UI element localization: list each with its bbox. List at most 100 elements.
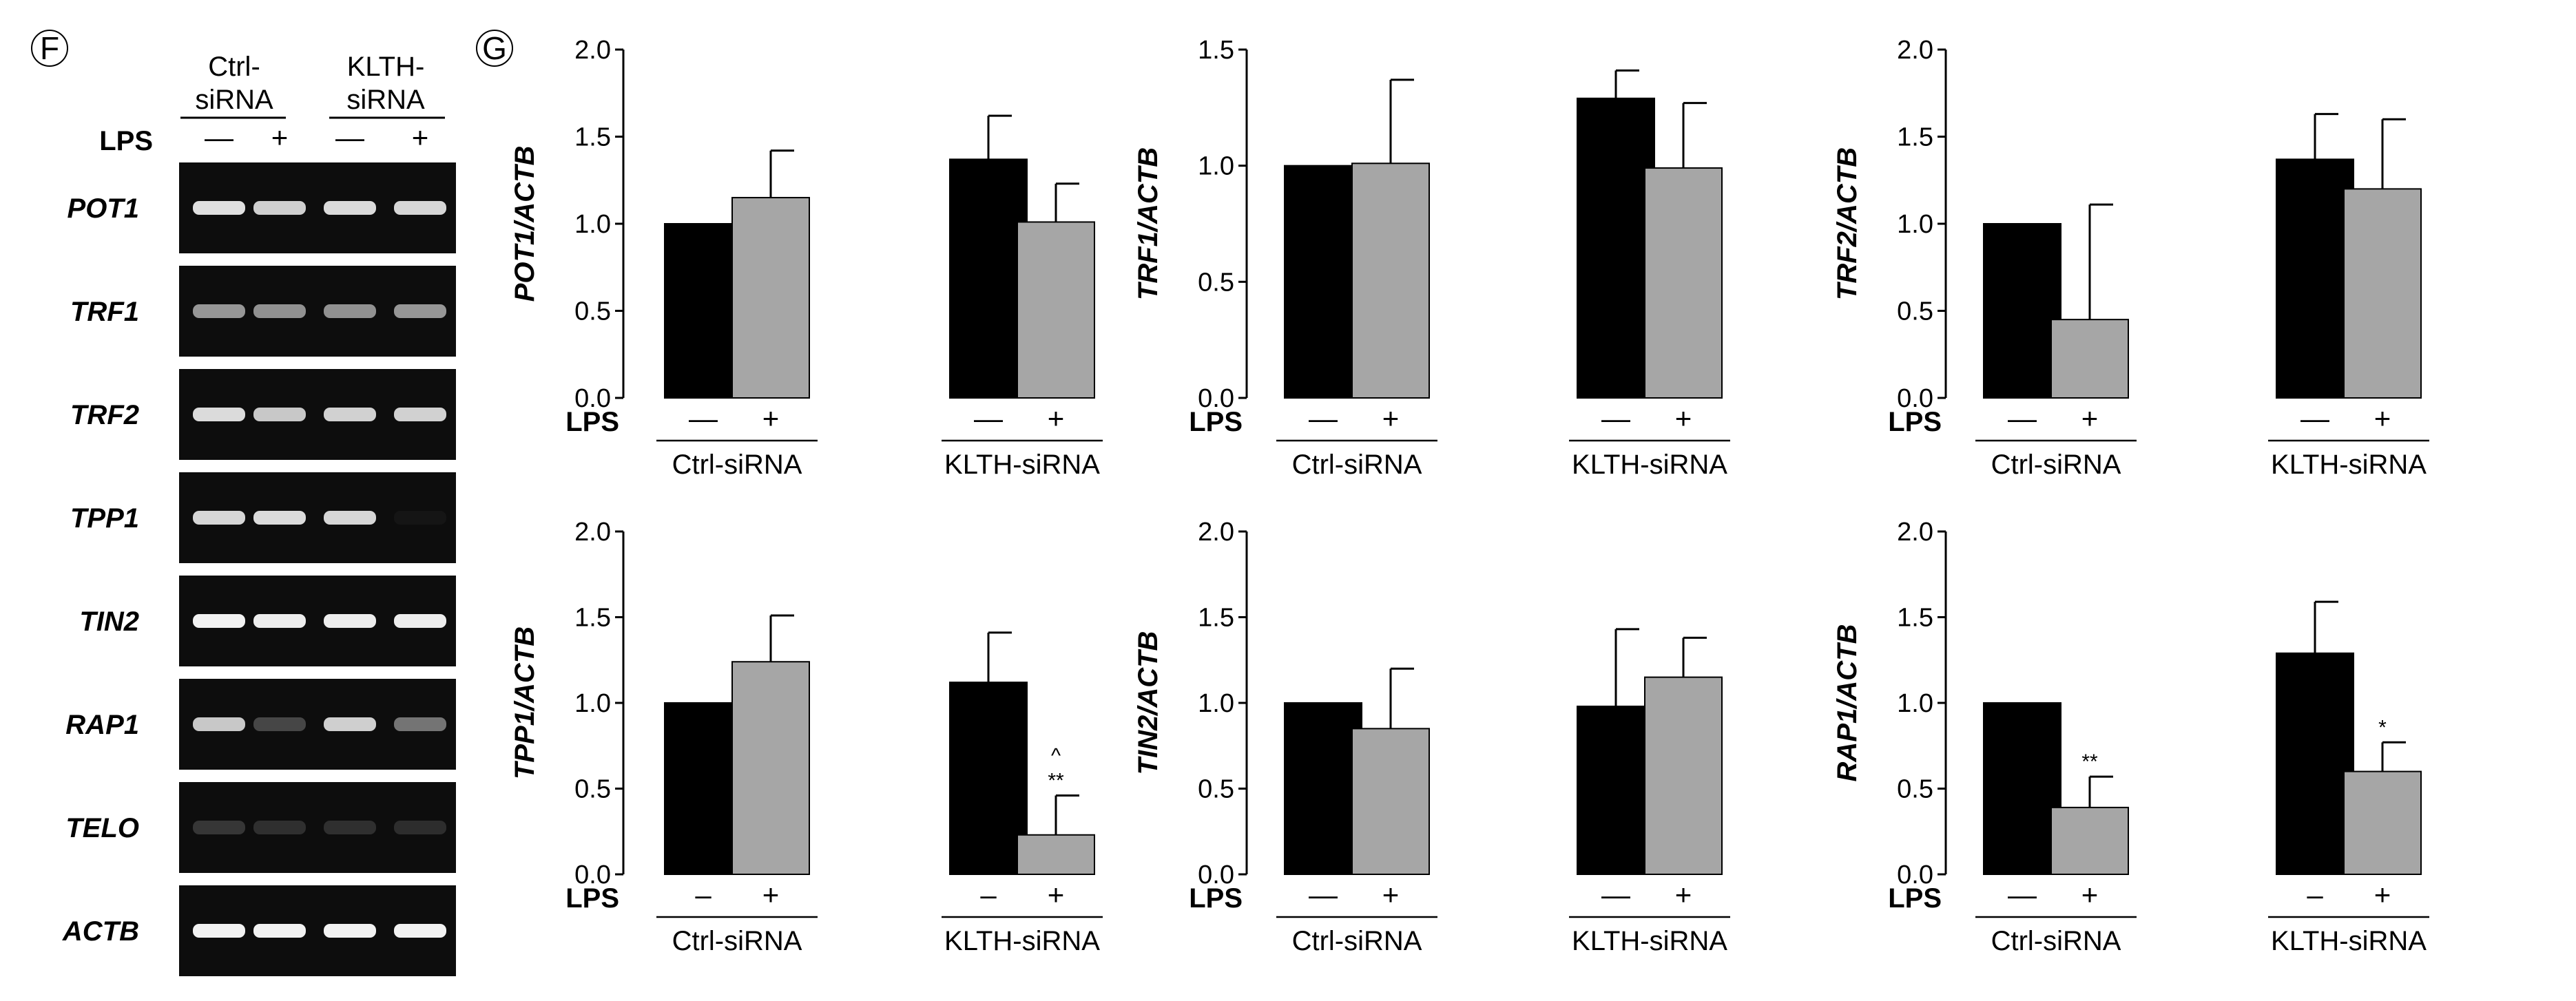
gel-band (394, 408, 446, 421)
lps-label: LPS (1888, 883, 1942, 914)
gel-band (193, 408, 245, 421)
bar (1017, 221, 1095, 399)
bar (731, 661, 810, 875)
bar-chart-panel: G 0.0 0.5 1.0 1.5 2.0 POT1/ACTB — + — + LPS Ctrl-siR… (476, 30, 2429, 956)
bar (1983, 702, 2061, 875)
category-label: KLTH-siRNA (1572, 926, 1727, 956)
category-label: Ctrl-siRNA (1292, 450, 1422, 480)
gel-gene-label: TIN2 (79, 607, 139, 637)
y-tick-label: 0.5 (1198, 775, 1234, 804)
lps-sign: — (1601, 878, 1630, 911)
gel-gene-label: TRF1 (70, 297, 139, 327)
lps-sign: + (1675, 878, 1692, 911)
y-tick-label: 0.5 (1897, 297, 1933, 326)
y-tick-label: 1.0 (574, 689, 611, 718)
category-label: KLTH-siRNA (944, 926, 1100, 956)
y-tick-label: 1.5 (1198, 604, 1234, 633)
bar (1284, 702, 1362, 875)
y-axis-label: TPP1/ACTB (510, 626, 540, 779)
y-tick-label: 2.0 (1897, 518, 1933, 547)
lps-sign: + (1382, 402, 1400, 434)
lps-sign: — (1309, 402, 1338, 434)
gel-band (253, 717, 306, 731)
y-tick-label: 1.0 (1897, 689, 1933, 718)
gel-band (253, 821, 306, 834)
lps-sign: – (2307, 878, 2323, 911)
gel-band (253, 304, 306, 318)
gel-gene-label: TRF2 (70, 400, 139, 430)
bar (1351, 162, 1430, 399)
significance-mark: ^ (1051, 744, 1061, 767)
gel-band (394, 201, 446, 215)
panel-letter-g: G (482, 30, 507, 66)
category-label: KLTH-siRNA (944, 450, 1100, 480)
bar (1577, 705, 1655, 875)
gel-band (324, 821, 376, 834)
lps-sign: – (980, 878, 997, 911)
y-tick-label: 0.0 (1198, 861, 1234, 889)
gel-band (394, 924, 446, 938)
y-axis-label: TRF2/ACTB (1832, 147, 1862, 300)
gel-header-klth-line1: KLTH- (347, 52, 425, 82)
lps-sign: + (2374, 402, 2391, 434)
lps-sign: — (1309, 878, 1338, 911)
y-tick-label: 0.0 (1198, 384, 1234, 413)
bar-chart: 0.0 0.5 1.0 1.5 2.0 TRF2/ACTB — + — + LPS Ctrl-siRN… (1832, 36, 2429, 480)
lps-sign: – (695, 878, 711, 911)
lps-label: LPS (565, 407, 619, 437)
gel-band (193, 614, 245, 628)
lps-sign: + (1048, 402, 1065, 434)
bar (1017, 834, 1095, 875)
lps-sign: + (1675, 402, 1692, 434)
gel-band (324, 201, 376, 215)
y-tick-label: 1.5 (574, 604, 611, 633)
category-label: KLTH-siRNA (2271, 450, 2427, 480)
y-axis-label: TIN2/ACTB (1133, 631, 1163, 775)
gel-band (253, 408, 306, 421)
y-axis-label: POT1/ACTB (510, 146, 540, 302)
panel-letter-f: F (40, 30, 59, 66)
gel-strip (179, 782, 456, 873)
lps-label: LPS (1189, 883, 1243, 914)
lps-sign: + (1048, 878, 1065, 911)
y-tick-label: 2.0 (1897, 36, 1933, 65)
gel-lps-sign: — (205, 121, 233, 154)
gel-header-ctrl-line2: siRNA (195, 85, 273, 115)
bar (1644, 167, 1723, 399)
gel-band (394, 614, 446, 628)
y-tick-label: 1.5 (1198, 36, 1234, 65)
gel-header-klth-line2: siRNA (346, 85, 425, 115)
gel-gene-label: ACTB (62, 916, 139, 947)
y-tick-label: 1.5 (574, 123, 611, 152)
y-tick-label: 1.0 (574, 210, 611, 239)
gel-band (253, 614, 306, 628)
gel-gene-label: TPP1 (70, 503, 139, 534)
bar (1284, 165, 1362, 399)
significance-mark: ** (1048, 769, 1064, 792)
y-tick-label: 0.0 (1897, 861, 1933, 889)
bar-chart: 0.0 0.5 1.0 1.5 TRF1/ACTB — + — + LPS Ctrl-siRNA KL… (1133, 36, 1730, 480)
y-tick-label: 1.0 (1198, 689, 1234, 718)
category-label: Ctrl-siRNA (672, 926, 802, 956)
y-tick-label: 2.0 (574, 36, 611, 65)
y-tick-label: 0.0 (1897, 384, 1933, 413)
bar (1577, 97, 1655, 399)
lps-label: LPS (565, 883, 619, 914)
bar-chart: 0.0 0.5 1.0 1.5 2.0 RAP1/ACTB — ** + – * + LPS Ctrl-s… (1832, 518, 2429, 956)
bar-chart: 0.0 0.5 1.0 1.5 2.0 POT1/ACTB — + — + LPS Ctrl-siRN… (510, 36, 1103, 480)
y-axis-label: RAP1/ACTB (1832, 624, 1862, 782)
lps-sign: + (2081, 402, 2099, 434)
gel-lps-sign: + (271, 121, 289, 154)
bar (1983, 223, 2061, 399)
gel-band (394, 511, 446, 525)
y-tick-label: 2.0 (574, 518, 611, 547)
gel-gene-label: POT1 (67, 193, 139, 224)
panel-letter-circle (31, 30, 68, 67)
lps-sign: + (1382, 878, 1400, 911)
gel-band (193, 201, 245, 215)
bar (949, 682, 1028, 875)
gel-band (394, 821, 446, 834)
y-tick-label: 0.0 (574, 861, 611, 889)
lps-sign: + (2374, 878, 2391, 911)
